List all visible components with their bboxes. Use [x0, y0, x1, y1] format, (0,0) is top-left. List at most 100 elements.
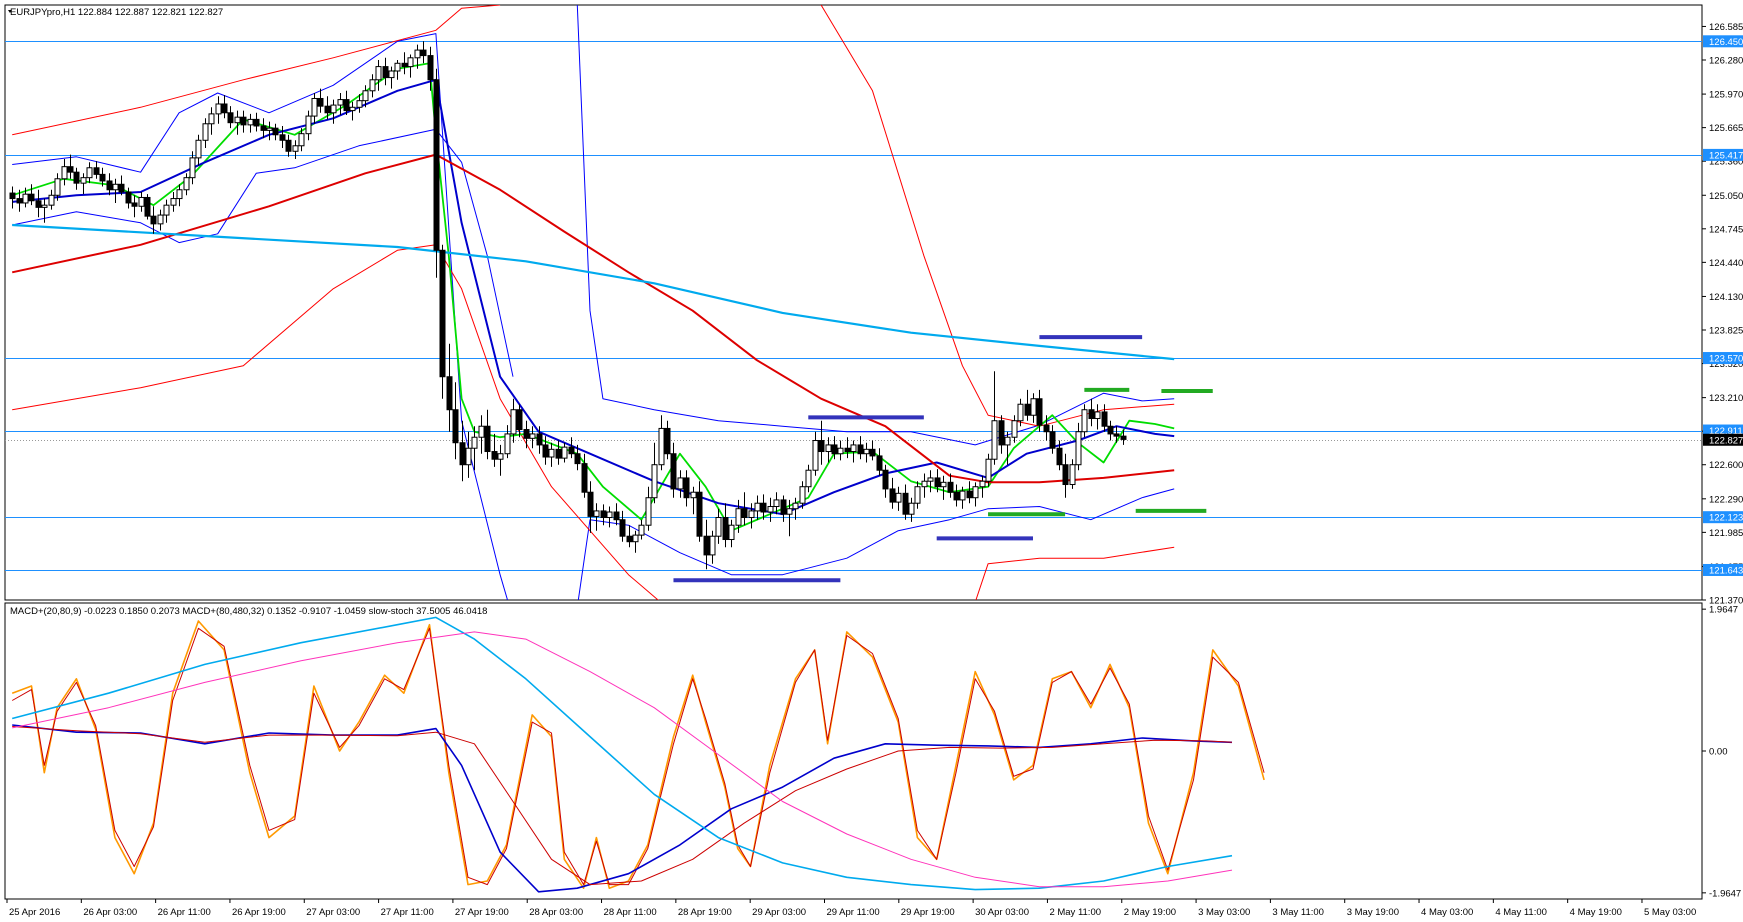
header-dropdown-icon[interactable] — [8, 10, 12, 13]
price-axis: 126.585 126.280 125.970 125.665 125.360 125.0… — [1702, 22, 1743, 607]
candle-body — [305, 115, 312, 135]
candle-8 — [61, 158, 68, 186]
candle-37 — [247, 113, 254, 133]
candle-body — [54, 178, 61, 196]
candle-body — [735, 508, 742, 526]
candle-body — [439, 249, 446, 378]
candle-body — [972, 486, 979, 499]
candle-99 — [645, 486, 652, 531]
price-pane[interactable]: 126.585 126.280 125.970 125.665 125.360 125.0… — [4, 3, 1743, 619]
price-tick-label-15: 121.985 — [1709, 528, 1743, 539]
candle-58 — [382, 57, 389, 86]
price-pane-frame — [4, 4, 1703, 601]
candle-body — [157, 214, 164, 225]
candle-body — [606, 511, 613, 519]
candle-93 — [606, 506, 613, 528]
candle-body — [106, 180, 113, 191]
candle-85 — [555, 440, 562, 465]
candle-126 — [818, 420, 825, 465]
candle-body — [471, 436, 478, 449]
candle-155 — [1004, 431, 1011, 465]
candle-135 — [876, 448, 883, 476]
candle-body — [266, 127, 273, 131]
price-tick-label-11: 123.210 — [1709, 393, 1743, 404]
candle-146 — [947, 473, 954, 498]
candle-3 — [28, 184, 35, 206]
candle-102 — [664, 420, 671, 460]
candle-71 — [465, 431, 472, 478]
candle-138 — [895, 486, 902, 511]
candle-162 — [1049, 425, 1056, 454]
candle-51 — [337, 92, 344, 115]
indicator-pane[interactable]: 1.9647 0.00 -1.9647 MACD+(20,80,9) -0.0223… — [4, 602, 1741, 900]
candle-21 — [144, 194, 151, 220]
time-tick-label-5: 27 Apr 11:00 — [381, 907, 434, 918]
candle-body — [966, 490, 973, 499]
candle-133 — [863, 442, 870, 463]
candle-66 — [433, 68, 440, 278]
candle-body — [227, 112, 234, 124]
candle-6 — [48, 189, 55, 210]
candle-163 — [1056, 440, 1063, 471]
time-tick-label-1: 26 Apr 03:00 — [83, 907, 137, 918]
candle-body — [844, 447, 851, 453]
candle-100 — [651, 442, 658, 504]
candle-body — [664, 427, 671, 455]
candle-body — [279, 134, 286, 141]
candle-80 — [523, 420, 530, 449]
candle-34 — [227, 106, 234, 129]
candle-111 — [722, 503, 729, 548]
candle-body — [247, 118, 254, 126]
time-tick-label-18: 3 May 19:00 — [1347, 907, 1399, 918]
candle-body — [670, 453, 677, 490]
indicator-header: MACD+(20,80,9) -0.0223 0.1850 0.2073 MAC… — [10, 606, 487, 617]
candle-56 — [369, 74, 376, 98]
candle-body — [857, 444, 864, 455]
candle-body — [619, 519, 626, 537]
candle-body — [1081, 409, 1088, 433]
time-tick-label-22: 5 May 03:00 — [1644, 907, 1696, 918]
candle-69 — [452, 382, 459, 460]
candle-body — [754, 502, 761, 512]
candle-body — [138, 196, 145, 207]
candle-28 — [189, 151, 196, 185]
candle-5 — [41, 198, 48, 223]
candle-136 — [882, 464, 889, 498]
candle-83 — [542, 436, 549, 465]
candle-120 — [780, 495, 787, 522]
candle-body — [215, 103, 222, 115]
candle-body — [253, 118, 260, 127]
candle-body — [491, 451, 498, 460]
level-tag-bg-1 — [1703, 148, 1743, 161]
candle-12 — [86, 162, 93, 184]
candle-body — [382, 66, 389, 79]
time-tick-label-17: 3 May 11:00 — [1272, 907, 1324, 918]
indicator-line-1 — [11, 627, 1265, 886]
candle-body — [144, 196, 151, 217]
candle-body — [427, 55, 434, 81]
level-markers — [673, 335, 1213, 583]
candle-body — [715, 517, 722, 537]
candle-body — [195, 139, 202, 159]
candle-127 — [825, 437, 832, 463]
candle-132 — [857, 436, 864, 460]
price-tick-label-5: 125.050 — [1709, 191, 1743, 202]
candle-body — [690, 491, 697, 499]
candle-body — [240, 116, 247, 126]
candle-142 — [921, 473, 928, 498]
candle-body — [285, 139, 292, 152]
candle-body — [908, 502, 915, 515]
candle-body — [118, 183, 125, 193]
candle-body — [953, 491, 960, 501]
candle-body — [882, 469, 889, 490]
candle-76 — [497, 444, 504, 476]
candle-body — [35, 200, 42, 208]
candle-body — [921, 480, 928, 488]
candle-body — [208, 113, 215, 125]
candle-52 — [343, 90, 350, 115]
candle-123 — [799, 481, 806, 509]
level-tag-0: 126.450 — [1709, 37, 1743, 48]
candle-body — [112, 183, 119, 191]
time-tick-label-15: 2 May 19:00 — [1124, 907, 1176, 918]
